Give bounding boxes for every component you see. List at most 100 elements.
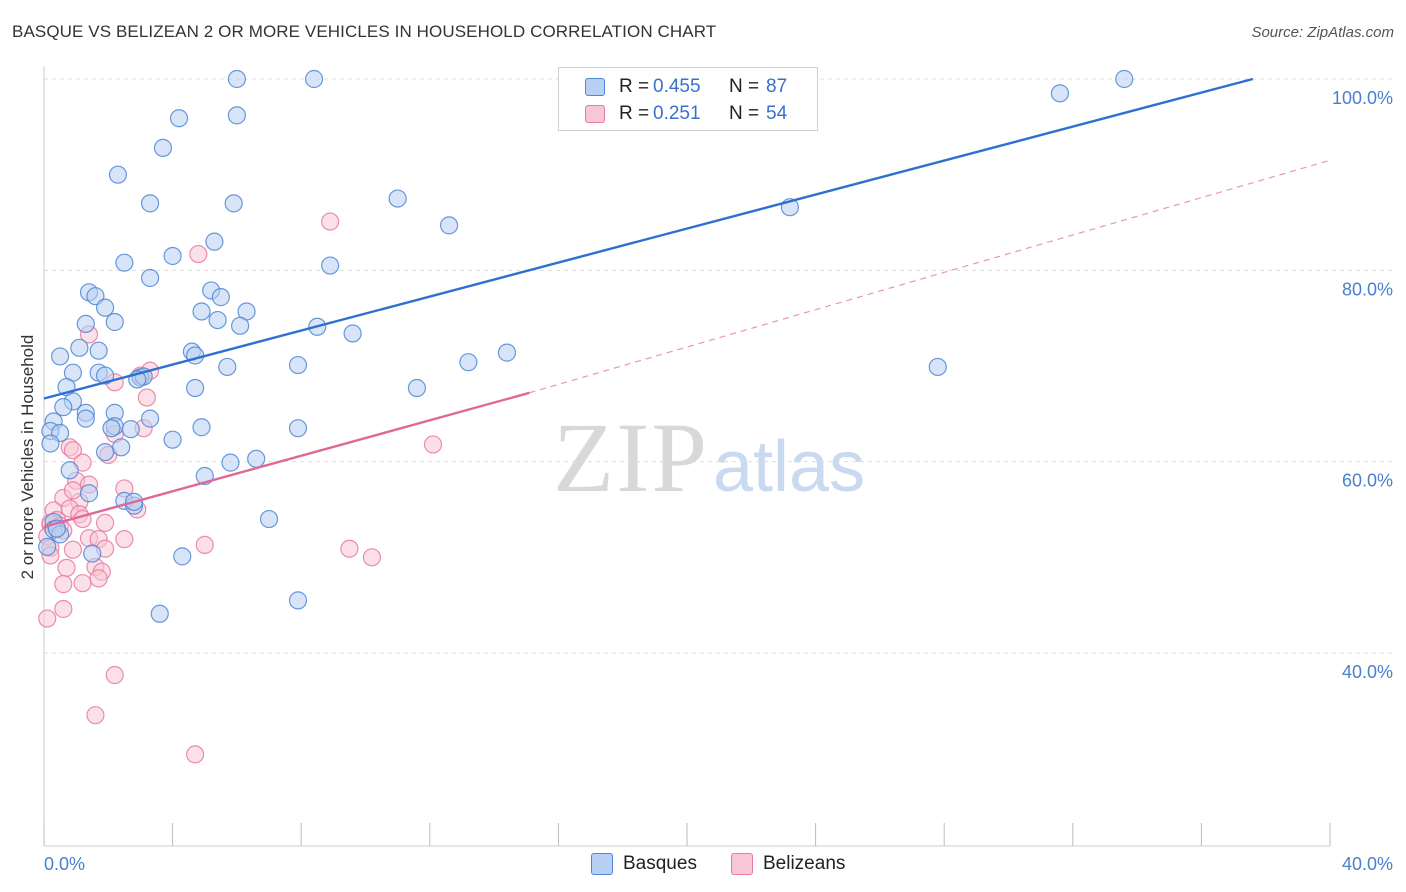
belizean-trendline-extension <box>529 159 1331 394</box>
belizean-point <box>321 212 340 231</box>
legend-row-basques: R = 0.455 N = 87 <box>559 75 817 101</box>
basque-point <box>102 419 121 438</box>
basque-point <box>79 484 99 503</box>
legend-r-label: R = <box>619 76 650 97</box>
basque-point <box>227 106 246 125</box>
basque-point <box>163 430 182 449</box>
basque-point <box>208 310 227 330</box>
belizean-point <box>195 535 214 554</box>
legend-row-belizeans: R = 0.251 N = 54 <box>559 102 817 128</box>
legend-r-value: 0.455 <box>653 76 701 97</box>
y-tick-label: 60.0% <box>1342 471 1393 491</box>
basque-point <box>163 246 182 266</box>
basque-point <box>186 378 205 398</box>
belizean-point <box>63 540 83 559</box>
basque-point <box>221 453 240 472</box>
belizean-point <box>89 569 108 588</box>
basque-point <box>288 355 308 375</box>
belizean-point <box>73 574 92 593</box>
basque-point <box>121 420 140 439</box>
belizean-point <box>54 599 73 619</box>
legend-r-label: R = <box>619 103 650 124</box>
belizean-point <box>137 388 156 407</box>
legend-n-label: N = <box>729 76 760 97</box>
bottom-legend-swatch-basques <box>591 853 613 875</box>
legend: R = 0.455 N = 87 R = 0.251 N = 54 <box>558 67 818 131</box>
grid-layer <box>44 78 1394 654</box>
basque-point <box>140 268 160 288</box>
basque-point <box>173 547 192 566</box>
basque-point <box>928 357 947 377</box>
watermark: ZIPatlas <box>553 400 865 515</box>
basque-point <box>95 298 115 317</box>
bottom-legend-label-belizeans: Belizeans <box>763 853 846 874</box>
y-axis-label: 2 or more Vehicles in Household <box>18 335 37 580</box>
basque-point <box>497 343 517 362</box>
basque-point <box>95 443 115 462</box>
legend-swatch-basques <box>585 78 605 96</box>
legend-r-value: 0.251 <box>653 103 701 124</box>
trend-layer <box>43 77 1331 528</box>
belizean-point <box>362 548 382 567</box>
belizean-trendline <box>43 391 530 528</box>
basque-point <box>50 347 70 366</box>
basque-point <box>38 537 57 556</box>
x-tick-label: 0.0% <box>44 854 85 874</box>
chart-title: BASQUE VS BELIZEAN 2 OR MORE VEHICLES IN… <box>12 22 717 41</box>
basque-point <box>150 604 169 623</box>
watermark-atlas: atlas <box>713 427 866 507</box>
basque-point <box>259 509 279 529</box>
basque-point <box>105 312 124 332</box>
basque-point <box>192 302 211 321</box>
basque-point <box>439 216 459 235</box>
basque-point <box>459 353 478 372</box>
legend-n-value: 54 <box>766 103 788 124</box>
basque-point <box>224 194 243 213</box>
belizean-point <box>63 441 83 460</box>
basque-point <box>288 419 308 438</box>
basque-point <box>192 418 211 437</box>
belizean-point <box>105 665 124 685</box>
watermark-zip: ZIP <box>553 402 709 513</box>
basque-point <box>186 346 205 365</box>
source-label: Source: ZipAtlas.com <box>1251 24 1394 41</box>
basque-point <box>231 316 250 335</box>
belizean-point <box>423 435 443 454</box>
basque-point <box>70 338 89 357</box>
basque-point <box>89 341 108 360</box>
belizean-point <box>115 530 134 549</box>
belizean-point <box>54 575 73 594</box>
basque-point <box>140 409 160 428</box>
basque-point <box>1050 84 1070 103</box>
y-tick-label: 80.0% <box>1342 279 1393 299</box>
belizean-point <box>86 706 105 725</box>
basque-point <box>288 591 308 610</box>
basque-point <box>115 253 134 272</box>
belizean-point <box>63 481 83 500</box>
basque-trendline <box>43 77 1254 400</box>
belizean-point <box>186 745 205 764</box>
basque-point <box>83 544 102 563</box>
basque-point <box>388 189 407 208</box>
basque-point <box>227 69 246 89</box>
basque-point <box>407 378 427 398</box>
basque-point <box>112 438 131 457</box>
belizean-point <box>38 609 57 628</box>
legend-n-value: 87 <box>766 76 788 97</box>
legend-swatch-belizeans <box>585 105 605 123</box>
bottom-legend-swatch-belizeans <box>731 853 753 875</box>
belizean-point <box>340 539 359 558</box>
basque-point <box>153 138 173 157</box>
basque-point <box>76 314 95 334</box>
belizean-point <box>189 244 208 264</box>
basque-point <box>95 366 115 385</box>
label-layer: 40.0% 60.0% 80.0% 100.0% 0.0% 40.0% 2 or more … <box>18 88 1393 874</box>
y-tick-label: 40.0% <box>1342 662 1393 682</box>
belizean-point <box>57 558 76 577</box>
basque-point <box>321 256 340 275</box>
belizean-point <box>73 509 92 529</box>
legend-n-label: N = <box>729 103 760 124</box>
basque-points <box>38 69 1134 623</box>
basque-point <box>54 398 73 417</box>
